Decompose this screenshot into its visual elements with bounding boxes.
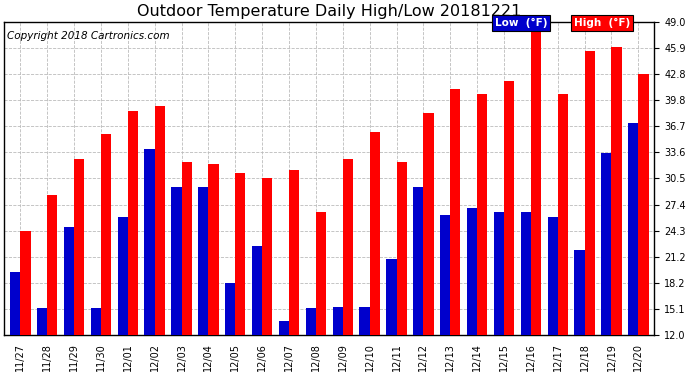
Bar — [359, 307, 370, 335]
Bar — [10, 272, 20, 335]
Bar — [225, 283, 235, 335]
Bar — [63, 227, 74, 335]
Bar — [235, 172, 246, 335]
Bar — [155, 106, 165, 335]
Bar — [521, 212, 531, 335]
Bar — [306, 308, 316, 335]
Bar — [117, 217, 128, 335]
Bar — [279, 321, 289, 335]
Bar — [252, 246, 262, 335]
Bar — [370, 132, 380, 335]
Bar — [208, 164, 219, 335]
Bar — [494, 212, 504, 335]
Bar — [397, 162, 406, 335]
Bar — [316, 212, 326, 335]
Bar — [574, 251, 584, 335]
Bar — [451, 90, 460, 335]
Bar — [333, 307, 343, 335]
Bar — [101, 134, 111, 335]
Bar — [548, 217, 558, 335]
Text: Copyright 2018 Cartronics.com: Copyright 2018 Cartronics.com — [8, 31, 170, 41]
Bar — [477, 94, 487, 335]
Bar — [128, 111, 138, 335]
Bar — [467, 208, 477, 335]
Bar — [531, 22, 541, 335]
Bar — [20, 231, 30, 335]
Bar — [638, 74, 649, 335]
Bar — [198, 187, 208, 335]
Bar — [601, 153, 611, 335]
Bar — [611, 47, 622, 335]
Text: High  (°F): High (°F) — [574, 18, 630, 28]
Text: Low  (°F): Low (°F) — [495, 18, 547, 28]
Bar — [424, 113, 433, 335]
Bar — [47, 195, 57, 335]
Bar — [144, 149, 155, 335]
Bar — [628, 123, 638, 335]
Bar — [343, 159, 353, 335]
Bar — [37, 308, 47, 335]
Bar — [584, 51, 595, 335]
Bar — [386, 259, 397, 335]
Bar — [289, 170, 299, 335]
Bar — [181, 162, 192, 335]
Bar — [504, 81, 514, 335]
Title: Outdoor Temperature Daily High/Low 20181221: Outdoor Temperature Daily High/Low 20181… — [137, 4, 522, 19]
Bar — [171, 187, 181, 335]
Bar — [74, 159, 84, 335]
Bar — [440, 215, 451, 335]
Bar — [262, 178, 273, 335]
Bar — [413, 187, 424, 335]
Bar — [90, 308, 101, 335]
Bar — [558, 94, 568, 335]
